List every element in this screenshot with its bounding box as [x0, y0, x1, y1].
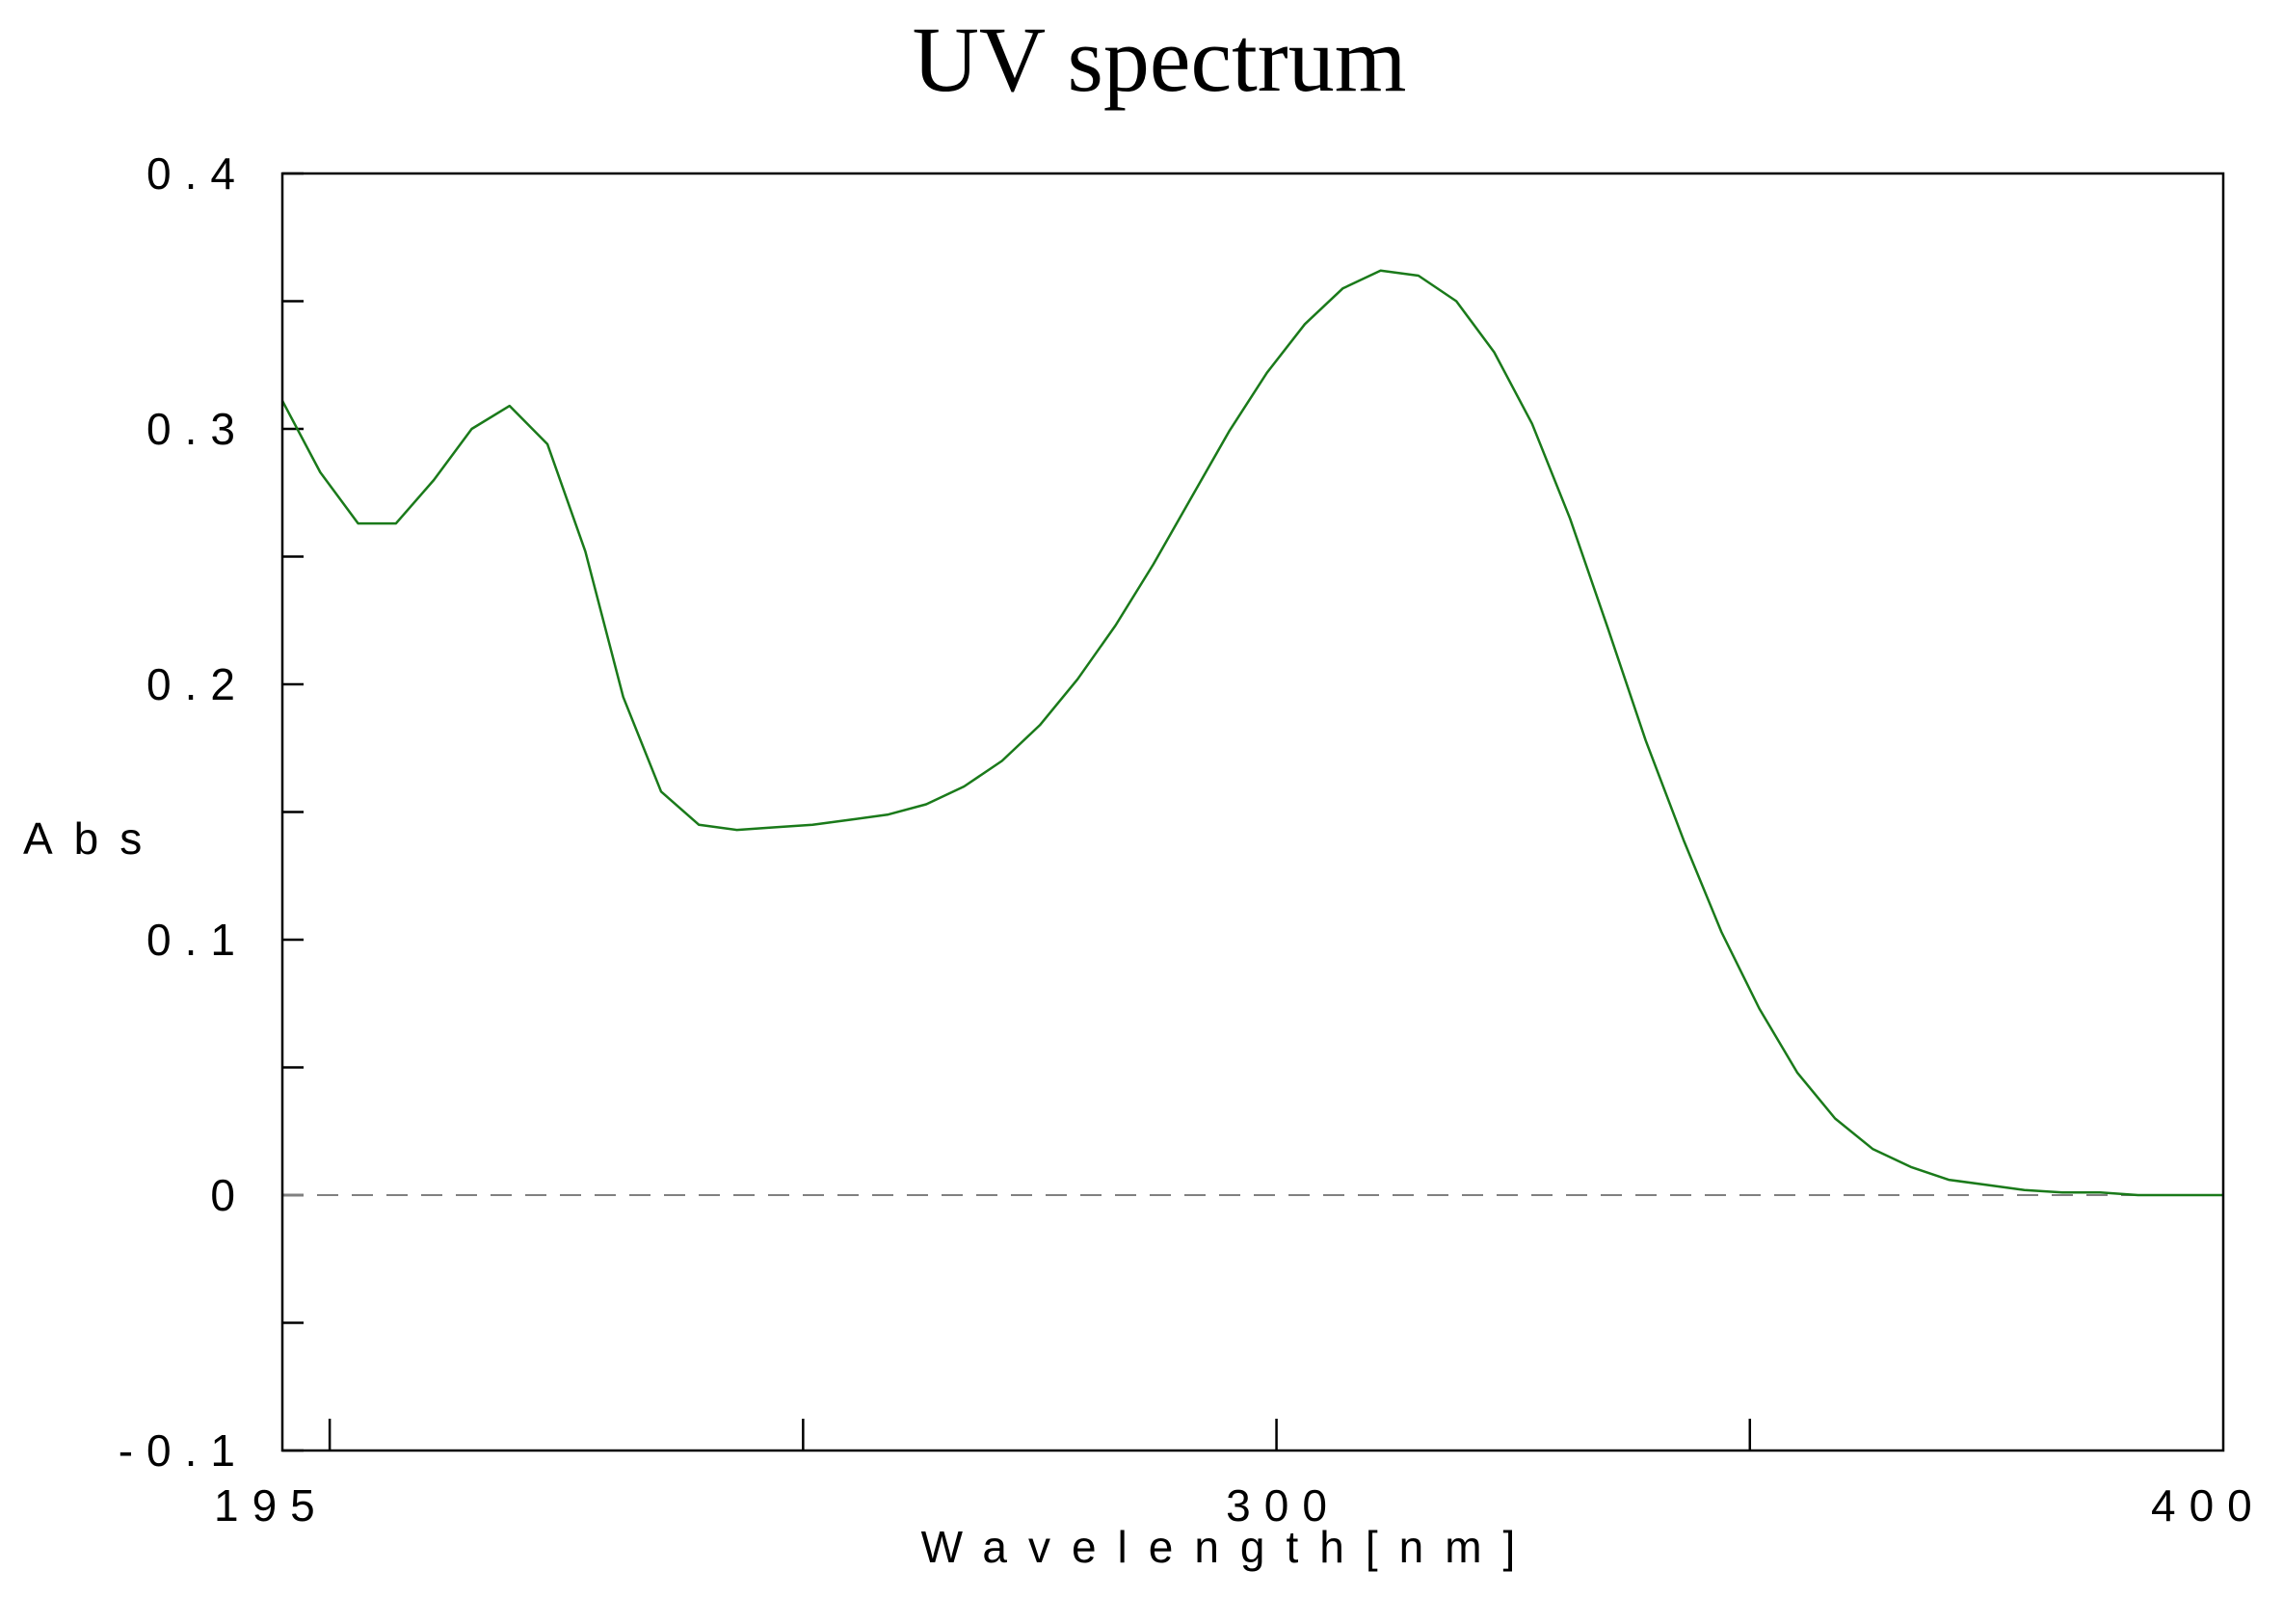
- x-range-end-label: 400: [2151, 1480, 2266, 1531]
- absorbance-series-line: [280, 269, 2223, 1197]
- chart-title: UV spectrum: [913, 8, 1407, 111]
- y-tick-label: 0.2: [146, 659, 249, 709]
- y-axis-ticks: 0.4 0.3 0.2 0.1 0 -0.1: [119, 148, 304, 1476]
- y-tick-label: 0: [210, 1170, 249, 1220]
- x-tick-label: 300: [1226, 1480, 1341, 1531]
- x-axis-label: Wavelength[nm]: [921, 1522, 1537, 1572]
- y-tick-label: -0.1: [119, 1425, 249, 1476]
- series-layer: [280, 269, 2223, 1197]
- y-tick-label: 0.1: [146, 915, 249, 965]
- x-axis-ticks: 300 195 400: [214, 1419, 2266, 1531]
- x-range-start-label: 195: [214, 1480, 329, 1531]
- y-tick-label: 0.4: [146, 148, 249, 199]
- y-axis-label: Abs: [23, 813, 163, 864]
- plot-frame: [280, 172, 2225, 1452]
- y-tick-label: 0.3: [146, 404, 249, 454]
